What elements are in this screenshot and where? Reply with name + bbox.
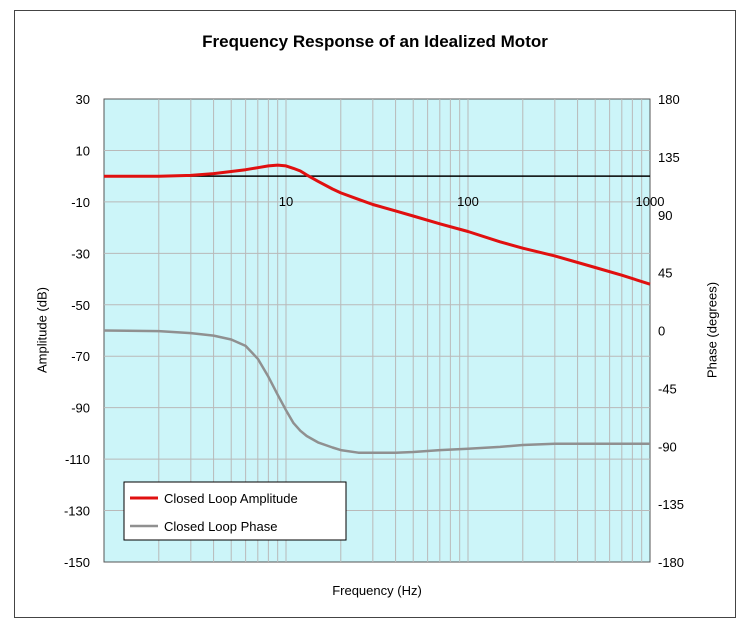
series-line-amplitude [104, 163, 651, 286]
x-tick-label: 1000 [636, 194, 665, 209]
legend-label-amplitude: Closed Loop Amplitude [164, 491, 298, 506]
y-right-tick-label: -135 [658, 497, 684, 512]
y-right-tick-label: 90 [658, 208, 672, 223]
y-right-tick-label: -45 [658, 381, 677, 396]
y-left-tick-label: -130 [64, 504, 90, 519]
series-line-phase [103, 329, 650, 454]
y-right-tick-label: -90 [658, 439, 677, 454]
y-left-tick-label: -70 [71, 349, 90, 364]
legend-box [123, 481, 347, 541]
x-axis-label: Frequency (Hz) [332, 583, 422, 598]
y-left-tick-label: 10 [76, 143, 90, 158]
y-left-tick-label: 30 [76, 92, 90, 107]
y-left-tick-label: -150 [64, 555, 90, 570]
legend: Closed Loop Amplitude Closed Loop Phase [123, 481, 347, 541]
y-right-tick-label: -180 [658, 555, 684, 570]
y-left-tick-label: -10 [71, 195, 90, 210]
series-layer [103, 163, 651, 454]
tick-labels: 30 10 -10 -30 -50 -70 -90 -110 -130 -150 180 135 90 4… [64, 92, 684, 570]
y-left-tick-label: -50 [71, 298, 90, 313]
x-tick-label: 100 [457, 194, 479, 209]
y-left-tick-label: -90 [71, 401, 90, 416]
y-right-tick-label: 45 [658, 266, 672, 281]
y-right-tick-label: 180 [658, 92, 680, 107]
y-left-tick-label: -110 [65, 452, 90, 467]
y-right-tick-label: 0 [658, 324, 665, 339]
y-left-tick-label: -30 [71, 246, 90, 261]
legend-label-phase: Closed Loop Phase [164, 519, 277, 534]
chart-title: Frequency Response of an Idealized Motor [202, 32, 548, 51]
x-tick-label: 10 [279, 194, 293, 209]
y-axis-right-label: Phase (degrees) [704, 281, 720, 379]
y-axis-left-label: Amplitude (dB) [34, 287, 50, 373]
y-right-tick-label: 135 [658, 150, 680, 165]
